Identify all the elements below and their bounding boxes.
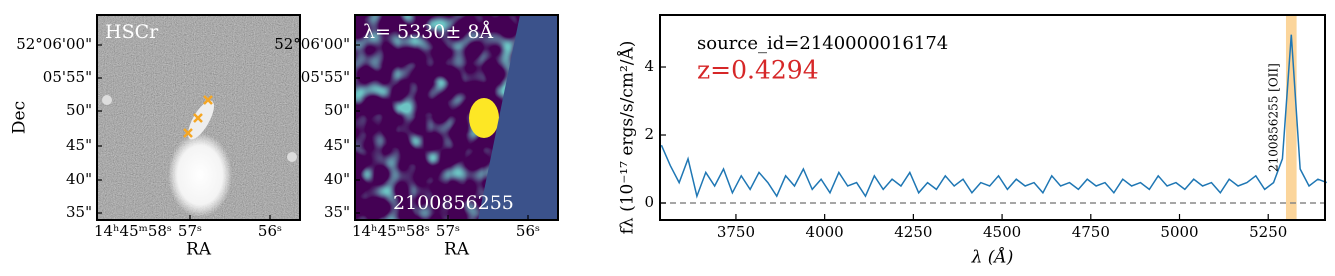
y-tick-label: 52°06'00" — [16, 35, 92, 53]
image-hsc — [97, 15, 300, 220]
x-tick-label: 14ʰ45ᵐ58ˢ — [94, 222, 172, 240]
x-axis-label: λ (Å) — [971, 247, 1014, 268]
x-tick-label: 4750 — [1072, 223, 1110, 241]
axes-frame — [96, 14, 301, 221]
y-tick-label: 40" — [324, 170, 350, 188]
source-id: source_id=2140000016174 — [697, 33, 948, 54]
y-axis-label: fλ (10⁻¹⁷ ergs/s/cm²/Å) — [617, 41, 638, 235]
x-tick-label: 4250 — [894, 223, 932, 241]
x-tick-label: 5250 — [1249, 223, 1287, 241]
y-axis-label: Dec — [10, 101, 30, 134]
x-tick-label: 14ʰ45ᵐ58ˢ — [352, 222, 430, 240]
y-tick-label: 05'55" — [43, 68, 92, 86]
redshift: z=0.4294 — [697, 56, 819, 85]
y-tick-label: 40" — [66, 170, 92, 188]
y-tick-label: 50" — [324, 101, 350, 119]
y-tick-label: 35" — [324, 203, 350, 221]
x-tick-label: 56ˢ — [516, 222, 540, 240]
emission-band — [1285, 15, 1297, 220]
axes-frame — [354, 14, 559, 221]
y-tick-label: 52°06'00" — [274, 35, 350, 53]
y-tick-label: 50" — [66, 101, 92, 119]
x-tick-label: 57ˢ — [436, 222, 460, 240]
y-tick-label: 05'55" — [301, 68, 350, 86]
y-tick-label: 35" — [66, 203, 92, 221]
axes-frame — [659, 14, 1326, 221]
y-tick-label: 45" — [66, 136, 92, 154]
image-narrowband — [355, 15, 558, 220]
x-tick-label: 4500 — [983, 223, 1021, 241]
y-tick-label: 0 — [644, 193, 654, 211]
x-axis-label: RA — [186, 240, 212, 260]
x-tick-label: 4000 — [806, 223, 844, 241]
x-tick-label: 56ˢ — [258, 222, 282, 240]
panel-label: HSCr — [105, 21, 159, 43]
x-tick-label: 3750 — [717, 223, 755, 241]
y-tick-label: 45" — [324, 136, 350, 154]
x-axis-label: RA — [444, 240, 470, 260]
x-tick-label: 57ˢ — [178, 222, 202, 240]
spectrum-line — [660, 34, 1328, 199]
panel-caption: 2100856255 — [393, 192, 514, 214]
x-tick-label: 5000 — [1160, 223, 1198, 241]
line-label: 2100856255 [OII] — [1266, 63, 1280, 172]
y-tick-label: 2 — [644, 125, 654, 143]
panel-label: λ= 5330± 8Å — [363, 21, 493, 43]
y-tick-label: 4 — [644, 57, 654, 75]
